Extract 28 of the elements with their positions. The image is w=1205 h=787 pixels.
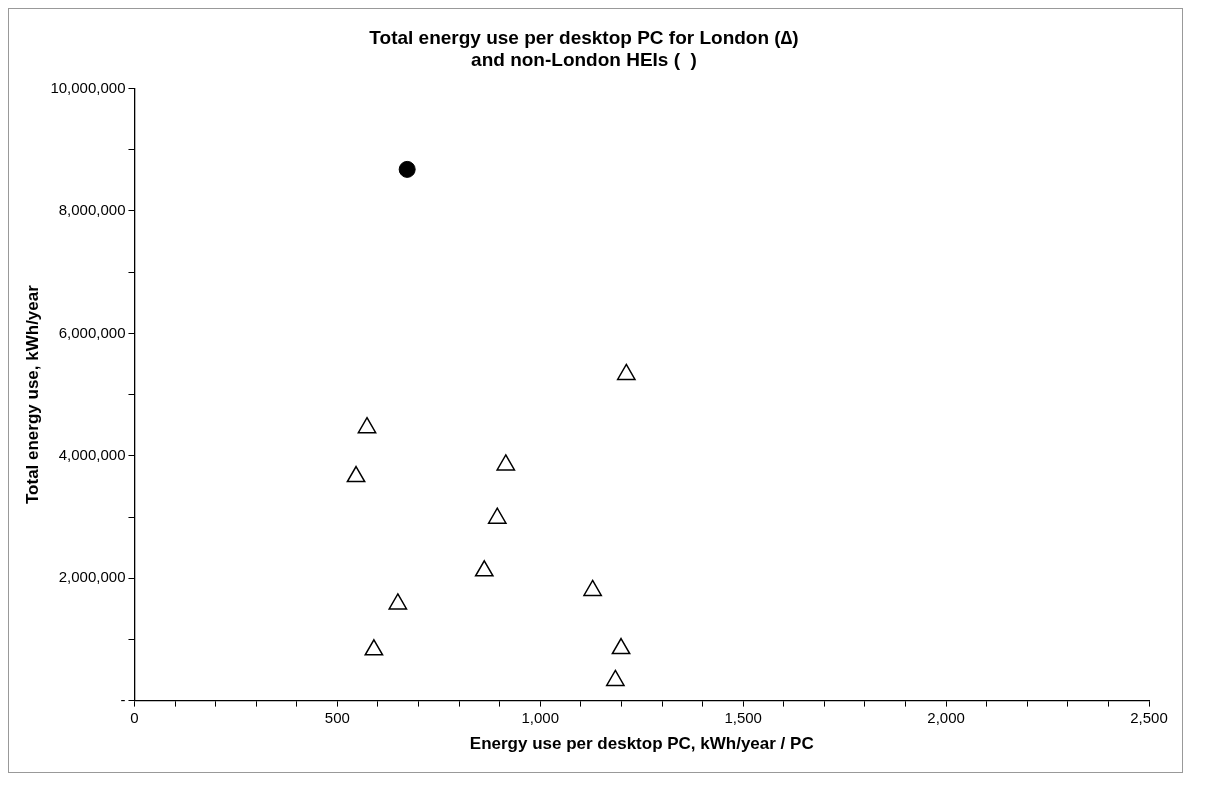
y-tick-label: -	[120, 690, 126, 708]
x-tick-label: 1,000	[521, 708, 560, 726]
y-tick-label: 2,000,000	[58, 568, 126, 586]
text: Total energy use per desktop PC for London (∆)	[369, 26, 799, 48]
y-tick-label: 10,000,000	[50, 78, 126, 96]
x-tick-label: 0	[130, 708, 139, 726]
point	[583, 579, 603, 597]
x-tick-label: 500	[324, 708, 350, 726]
x-tick-label: 2,500	[1130, 708, 1168, 726]
point	[496, 454, 516, 471]
y-tick-label: 6,000,000	[58, 323, 126, 341]
point	[487, 507, 507, 524]
x-tick-label: 2,000	[927, 708, 965, 726]
x-tick-label: 1,500	[724, 708, 762, 726]
point	[388, 593, 408, 610]
point	[611, 637, 631, 655]
point	[398, 160, 416, 178]
point	[474, 560, 494, 577]
text: and non-London HEIs ( )	[471, 49, 697, 71]
y-axis-title: Total energy use, kWh/year	[22, 284, 42, 505]
point	[364, 639, 384, 656]
point	[346, 465, 366, 483]
point	[357, 416, 377, 434]
y-tick-label: 8,000,000	[58, 201, 126, 219]
point	[605, 669, 625, 687]
y-tick-label: 4,000,000	[58, 445, 126, 463]
x-axis-title: Energy use per desktop PC, kWh/year / PC	[469, 734, 814, 754]
point	[616, 363, 636, 381]
